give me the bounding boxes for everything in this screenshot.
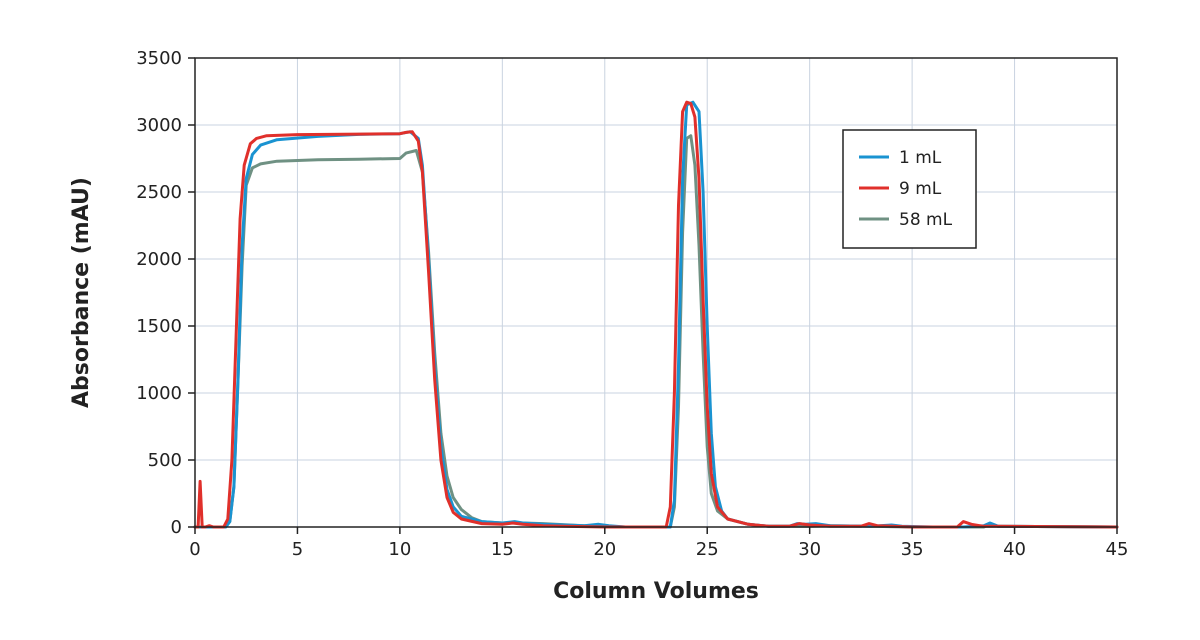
x-tick-label: 15 [491, 539, 514, 560]
x-tick-label: 45 [1106, 539, 1129, 560]
x-tick-label: 10 [388, 539, 411, 560]
legend-label-1-ml: 1 mL [899, 148, 942, 168]
series-layer [193, 100, 1119, 529]
y-axis-title: Absorbance (mAU) [69, 177, 94, 408]
x-tick-label: 35 [901, 539, 924, 560]
plot-frame [194, 57, 1118, 528]
x-tick-label: 0 [189, 539, 200, 560]
y-axis-ticks: 0 500 1000 1500 2000 2500 3000 3500 [136, 48, 195, 538]
x-tick-label: 5 [292, 539, 303, 560]
series-line-58-ml [193, 134, 1119, 529]
x-axis-title: Column Volumes [553, 579, 759, 604]
y-tick-label: 1500 [136, 316, 182, 337]
y-tick-label: 2000 [136, 249, 182, 270]
legend-label-58-ml: 58 mL [899, 210, 953, 230]
legend: 1 mL 9 mL 58 mL [842, 129, 977, 249]
grid [195, 58, 1117, 527]
x-tick-label: 25 [696, 539, 719, 560]
y-tick-label: 1000 [136, 383, 182, 404]
series-line-9-ml [193, 100, 1119, 529]
legend-label-9-ml: 9 mL [899, 179, 942, 199]
x-tick-label: 40 [1003, 539, 1026, 560]
y-tick-label: 3500 [136, 48, 182, 69]
y-tick-label: 500 [148, 450, 182, 471]
series-line-1-ml [193, 100, 1119, 529]
y-tick-label: 0 [171, 517, 182, 538]
x-tick-label: 30 [798, 539, 821, 560]
x-axis-ticks: 0 5 10 15 20 25 30 35 40 45 [189, 527, 1128, 560]
y-tick-label: 3000 [136, 115, 182, 136]
y-tick-label: 2500 [136, 182, 182, 203]
x-tick-label: 20 [593, 539, 616, 560]
